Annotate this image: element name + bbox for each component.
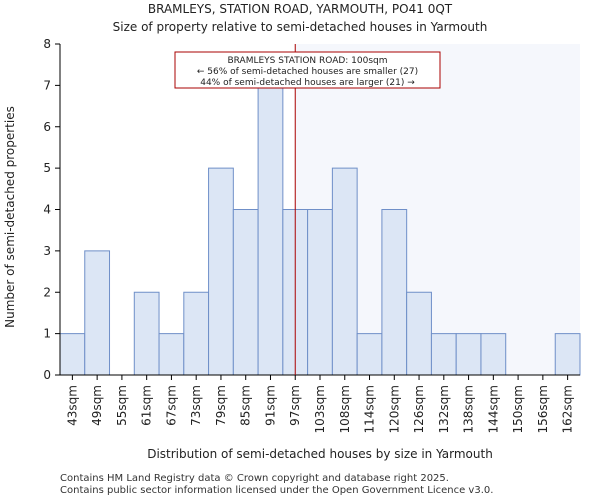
- bar-49sqm: [84, 250, 111, 376]
- y-axis-label: Number of semi-detached properties: [3, 106, 17, 328]
- x-tick-label: 162sqm: [561, 385, 575, 433]
- chart-title: BRAMLEYS, STATION ROAD, YARMOUTH, PO41 0…: [147, 2, 453, 16]
- bars-group: [59, 84, 581, 376]
- x-tick-label: 79sqm: [214, 385, 228, 426]
- bar-79sqm: [208, 167, 234, 376]
- x-axis: 43sqm 49sqm 55sqm 61sqm 67sqm 73sqm 79sqm 85sqm…: [60, 374, 580, 433]
- x-tick-label: 120sqm: [387, 385, 401, 433]
- y-tick-label: 1: [43, 327, 51, 341]
- bar-108sqm: [331, 167, 358, 376]
- y-tick-label: 4: [43, 203, 51, 217]
- x-tick-label: 138sqm: [462, 385, 476, 433]
- x-tick-label: 67sqm: [164, 385, 178, 426]
- bar-114sqm: [356, 333, 383, 376]
- bar-138sqm: [455, 333, 482, 376]
- y-tick-label: 0: [43, 368, 51, 382]
- bar-162sqm: [554, 333, 581, 376]
- annotation-box: BRAMLEYS STATION ROAD: 100sqm ← 56% of s…: [174, 51, 441, 89]
- annotation-line-1: BRAMLEYS STATION ROAD: 100sqm: [227, 56, 387, 66]
- footer-line-1: Contains HM Land Registry data © Crown c…: [60, 473, 449, 484]
- bar-61sqm: [133, 291, 160, 376]
- x-tick-label: 49sqm: [90, 385, 104, 426]
- x-tick-label: 126sqm: [412, 385, 426, 433]
- annotation-border: [174, 51, 441, 89]
- bar-103sqm: [307, 209, 333, 376]
- annotation-line-2: ← 56% of semi-detached houses are smalle…: [197, 67, 418, 77]
- x-tick-label: 61sqm: [140, 385, 154, 426]
- x-tick-label: 156sqm: [536, 385, 550, 433]
- y-axis: 0 1 2 3 4 5 6 7 8: [43, 37, 61, 382]
- y-tick-label: 3: [43, 244, 51, 258]
- y-tick-label: 7: [43, 78, 51, 92]
- bar-144sqm: [480, 333, 507, 376]
- x-tick-label: 150sqm: [511, 385, 525, 433]
- y-tick-label: 6: [43, 120, 51, 134]
- bar-67sqm: [158, 333, 185, 376]
- x-tick-label: 103sqm: [313, 385, 327, 433]
- y-tick-label: 8: [43, 37, 51, 51]
- x-tick-label: 55sqm: [115, 385, 129, 426]
- x-tick-label: 132sqm: [437, 385, 451, 433]
- x-tick-label: 73sqm: [189, 385, 203, 426]
- y-tick-label: 5: [43, 161, 51, 175]
- chart-subtitle: Size of property relative to semi-detach…: [112, 20, 488, 34]
- y-tick-label: 2: [43, 285, 51, 299]
- x-tick-label: 97sqm: [288, 385, 302, 426]
- bar-73sqm: [183, 291, 210, 376]
- bar-85sqm: [232, 209, 259, 376]
- x-tick-label: 144sqm: [486, 385, 500, 433]
- x-tick-label: 114sqm: [363, 385, 377, 433]
- bar-126sqm: [406, 291, 432, 376]
- bar-132sqm: [430, 333, 457, 376]
- x-tick-label: 91sqm: [263, 385, 277, 426]
- x-tick-label: 43sqm: [65, 385, 79, 426]
- bar-120sqm: [381, 209, 408, 376]
- x-tick-label: 85sqm: [239, 385, 253, 426]
- x-axis-label: Distribution of semi-detached houses by …: [147, 447, 493, 461]
- bar-91sqm: [257, 84, 284, 376]
- annotation-line-3: 44% of semi-detached houses are larger (…: [200, 78, 415, 88]
- x-tick-label: 108sqm: [338, 385, 352, 433]
- histogram-chart: 0 1 2 3 4 5 6 7 8 43sqm 49sqm 55sqm 61sqm 67sqm 73sqm…: [3, 37, 581, 461]
- footer-line-2: Contains public sector information licen…: [60, 485, 494, 496]
- bar-43sqm: [59, 333, 86, 376]
